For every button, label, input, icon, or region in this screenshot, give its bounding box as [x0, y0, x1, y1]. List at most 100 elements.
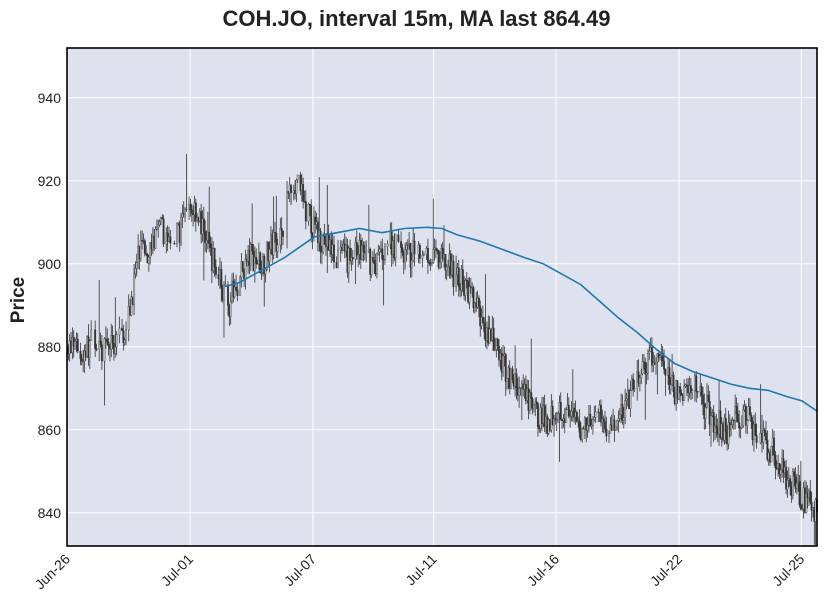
candle-body — [135, 262, 138, 269]
chart-title: COH.JO, interval 15m, MA last 864.49 — [222, 6, 611, 31]
candle-body — [809, 490, 812, 503]
candle-body — [176, 222, 178, 244]
y-tick-label: 840 — [38, 505, 62, 521]
candle-body — [530, 392, 533, 399]
candle-body — [370, 257, 373, 275]
candle-body — [381, 248, 384, 260]
candle-body — [617, 418, 620, 422]
candle-body — [276, 244, 279, 252]
candle-body — [736, 414, 739, 423]
candle-body — [638, 377, 641, 384]
candle-body — [208, 231, 211, 244]
candle-body — [646, 353, 649, 374]
x-tick-label: Jul-11 — [402, 551, 440, 589]
candle-body — [702, 394, 704, 405]
candle-body — [323, 236, 326, 245]
candle-body — [214, 266, 217, 275]
candle-body — [739, 427, 742, 429]
candle-body — [125, 329, 127, 341]
candle-body — [494, 349, 496, 351]
candle-body — [695, 375, 698, 392]
candle-body — [468, 286, 471, 303]
candle-body — [88, 340, 91, 358]
candle-body — [795, 482, 798, 489]
candle-body — [689, 385, 692, 394]
candle-body — [708, 401, 711, 425]
candle-body — [452, 261, 455, 287]
plot-background — [67, 48, 817, 546]
candle-body — [394, 234, 397, 259]
candle-body — [98, 340, 101, 350]
candle-body — [536, 403, 539, 428]
candle-body — [263, 256, 266, 275]
candle-body — [685, 384, 688, 387]
candle-body — [410, 260, 413, 268]
candle-body — [400, 241, 403, 248]
plot-frame — [66, 47, 818, 547]
candle-body — [735, 406, 738, 415]
candle-body — [244, 258, 247, 279]
candle-body — [762, 429, 765, 443]
candle-body — [740, 425, 743, 428]
candle-body — [274, 231, 276, 234]
candle-body — [793, 471, 796, 477]
candle-body — [455, 274, 458, 287]
candle-body — [779, 469, 782, 475]
candle-body — [570, 411, 573, 417]
candle-body — [194, 202, 197, 221]
candle-body — [224, 284, 227, 286]
candle-body — [754, 424, 757, 436]
candle-body — [373, 260, 376, 264]
candle-body — [268, 249, 271, 262]
candle-body — [616, 420, 619, 428]
candle-body — [401, 247, 404, 253]
candle-body — [337, 249, 339, 268]
candle-body — [461, 269, 464, 285]
candle-body — [551, 406, 554, 426]
y-tick-label: 920 — [38, 173, 62, 189]
candle-body — [202, 218, 205, 232]
candle-body — [296, 174, 299, 181]
candle-body — [805, 492, 808, 513]
candle-body — [799, 504, 802, 510]
candle-body — [518, 388, 521, 396]
candle-body — [181, 212, 184, 218]
candle-body — [362, 245, 365, 252]
candle-body — [159, 217, 162, 223]
candle-body — [378, 249, 381, 253]
candle-body — [669, 384, 672, 390]
candle-body — [189, 204, 192, 211]
candle-body — [457, 267, 460, 287]
candle-body — [773, 437, 776, 456]
candle-body — [604, 421, 606, 430]
candle-body — [755, 435, 758, 443]
y-axis-label: Price — [8, 277, 29, 323]
candle-body — [602, 418, 605, 422]
candle-body — [590, 424, 593, 427]
candle-body — [778, 463, 781, 475]
candle-body — [605, 428, 608, 437]
candle-body — [79, 350, 82, 359]
candle-body — [668, 367, 671, 390]
candle-body — [100, 344, 103, 362]
candle-body — [286, 191, 288, 237]
candle-body — [621, 404, 624, 421]
candle-body — [295, 179, 298, 195]
candle-body — [95, 348, 98, 350]
candle-body — [94, 329, 97, 349]
candle-body — [155, 227, 158, 230]
candle-body — [158, 221, 161, 226]
candle-body — [683, 386, 686, 401]
candle-body — [184, 208, 187, 215]
candle-body — [405, 245, 408, 250]
candle-body — [241, 261, 244, 272]
candle-body — [557, 413, 560, 420]
candle-body — [483, 322, 486, 332]
candle-body — [798, 480, 801, 505]
candle-body — [308, 204, 311, 206]
candle-body — [357, 254, 360, 256]
candle-body — [589, 413, 592, 427]
candle-body — [707, 395, 710, 402]
candle-body — [426, 247, 429, 263]
candle-body — [190, 209, 193, 214]
